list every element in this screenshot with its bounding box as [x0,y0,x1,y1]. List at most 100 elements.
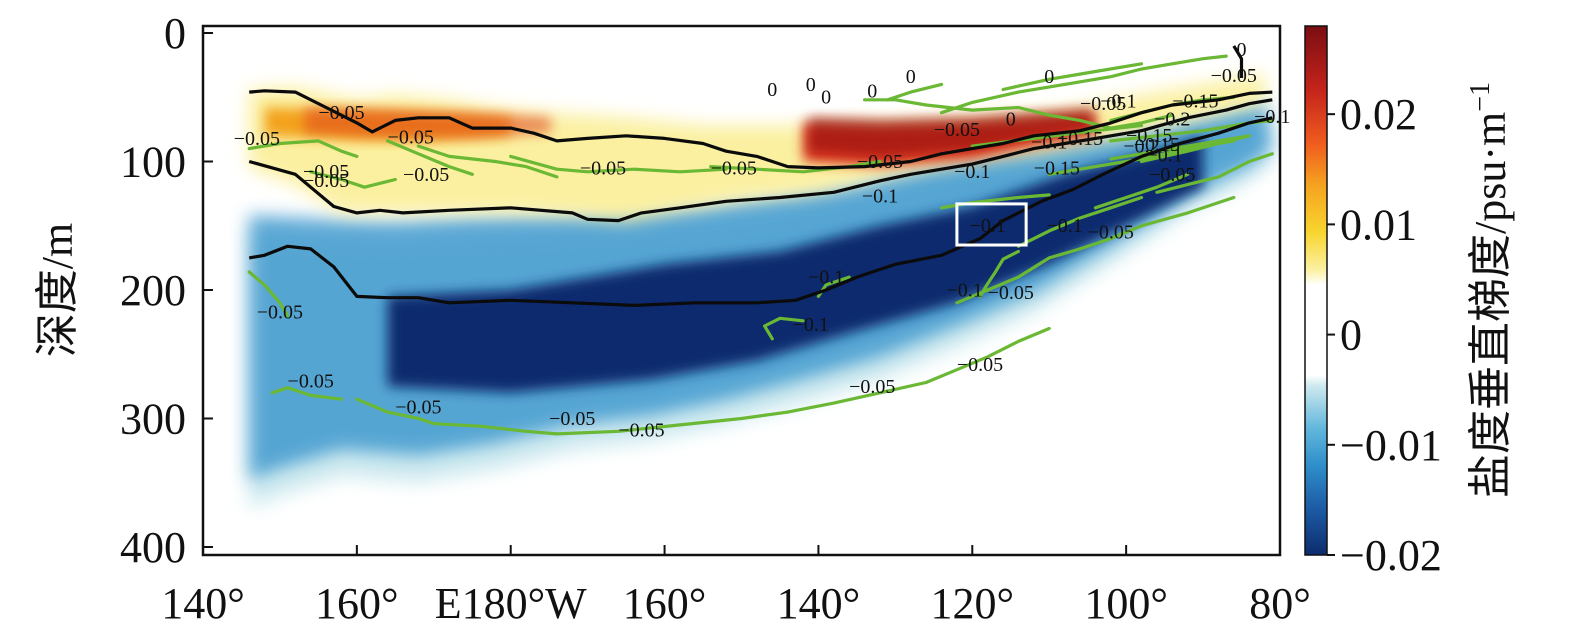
green-contour-19 [432,422,559,436]
y-axis: 0 100 200 300 400 [120,9,213,572]
green-contour-22 [270,386,344,401]
green-contour-21 [247,270,290,318]
contour-label-36: −0.1 [793,314,829,336]
green-contour-6 [386,139,474,176]
green-contour-31 [1139,134,1251,164]
green-contour-7 [309,170,397,189]
contour-label-0: 0 [767,79,777,101]
contour-label-44: −0.15 [1034,157,1080,179]
colorbar-tick-label-0: 0.02 [1340,90,1417,139]
green-contour-9 [509,154,728,174]
black-isoline-2 [248,116,1273,307]
colorbar-tick-label-2: 0 [1340,311,1362,360]
contour-label-5: 0 [1044,66,1054,88]
black-isolines [248,45,1273,307]
green-contour-8 [416,144,559,179]
colorbar-label-superscript: −1 [1465,82,1496,112]
contour-label-32: −0.1 [970,215,1006,237]
contour-label-29: −0.05 [957,354,1003,376]
colorbar [1304,25,1328,556]
colorbar-label-text: 盐度垂直梯度/psu·m [1466,112,1515,498]
x-axis: 140° 160° E180°W 160° 140° 120° 100° 80° [161,545,1311,628]
x-tick-label-7: 80° [1249,579,1311,628]
contour-label-11: −0.05 [303,170,349,192]
green-contour-1 [939,54,1228,115]
positive-outer-band [249,74,1265,221]
contour-label-38: −0.1 [1146,145,1182,167]
contour-label-9: −0.05 [318,102,364,124]
contour-label-33: −0.1 [1046,215,1082,237]
black-isoline-1 [248,98,1273,223]
green-contour-3 [1001,62,1144,92]
contour-label-14: −0.05 [580,157,626,179]
x-tick-label-2: E180°W [435,579,587,628]
contour-label-45: −0.2 [1154,109,1190,131]
green-contour-24 [978,249,1021,298]
contour-label-7: 0 [1237,39,1247,61]
y-tick-label-1: 100 [120,138,186,187]
y-tick-label-0: 0 [164,9,186,58]
contour-label-42: −0.15 [1134,134,1180,156]
x-tick-label-0: 140° [161,579,245,628]
contour-label-16: −0.05 [857,151,903,173]
green-contour-20 [355,397,436,426]
y-tick-label-2: 200 [120,266,186,315]
positive-east-core-strong [808,107,1093,156]
green-contour-17 [786,380,928,414]
green-contour-30 [1109,134,1251,161]
x-tick-label-5: 120° [930,579,1014,628]
green-contour-0 [862,98,1174,130]
contour-label-35: −0.1 [808,267,844,289]
contour-label-13: −0.05 [403,164,449,186]
contour-label-17: −0.05 [934,119,980,141]
contour-label-41: −0.15 [1126,125,1172,147]
contour-label-46: −0.2 [1123,136,1159,158]
contour-label-34: −0.1 [946,279,982,301]
x-tick-label-3: 160° [623,579,707,628]
contour-label-47: −0.1 [1254,106,1290,128]
green-contour-14 [1078,195,1236,251]
contour-label-18: −0.05 [1080,93,1126,115]
highlight-box [955,202,1028,247]
contour-label-6: 0 [1006,109,1016,131]
contour-label-40: −0.15 [1172,91,1218,113]
contour-label-28: −0.05 [849,376,895,398]
contour-label-23: −0.05 [257,301,303,323]
contour-label-10: −0.05 [388,127,434,149]
contour-label-8: −0.05 [234,128,280,150]
contour-label-25: −0.05 [395,396,441,418]
contour-label-2: 0 [821,87,831,109]
contour-label-4: 0 [906,66,916,88]
colorbar-tick-label-4: −0.02 [1340,531,1442,580]
y-tick-label-4: 400 [120,523,186,572]
contour-label-15: −0.05 [711,157,757,179]
x-tick-label-4: 140° [777,579,861,628]
contour-label-39: −0.1 [1031,132,1067,154]
green-contour-27 [762,316,805,341]
green-contour-25 [1016,195,1144,248]
contour-label-43: −0.15 [1057,128,1103,150]
contour-label-31: −0.1 [954,161,990,183]
contour-label-20: −0.05 [1149,164,1195,186]
colorbar-tick-label-1: 0.01 [1340,200,1417,249]
contour-label-27: −0.05 [618,420,664,442]
black-isoline-3 [1232,45,1244,78]
green-contour-13 [1155,152,1274,194]
y-axis-label: 深度/m [33,223,82,357]
contour-labels: 0 00 00 000−0.05−0.05−0.05−0.05−0.05 −0.05 −0… [234,39,1291,441]
green-contour-2 [886,82,944,102]
contour-label-26: −0.05 [549,408,595,430]
black-isoline-0 [249,89,1273,170]
contour-label-1: 0 [806,74,816,96]
colorbar-ticks: 0.02 0.01 0 −0.01 −0.02 [1327,90,1442,580]
colorbar-label: 盐度垂直梯度/psu·m−1 [1465,82,1515,498]
contour-label-37: −0.1 [1100,91,1136,113]
green-contour-18 [555,410,790,436]
x-tick-label-1: 160° [315,579,399,628]
contour-label-3: 0 [867,80,877,102]
colorbar-tick-label-3: −0.01 [1340,421,1442,470]
positive-west-core-strong [304,107,551,139]
green-contour-26 [1093,172,1190,210]
contour-label-24: −0.05 [288,371,334,393]
